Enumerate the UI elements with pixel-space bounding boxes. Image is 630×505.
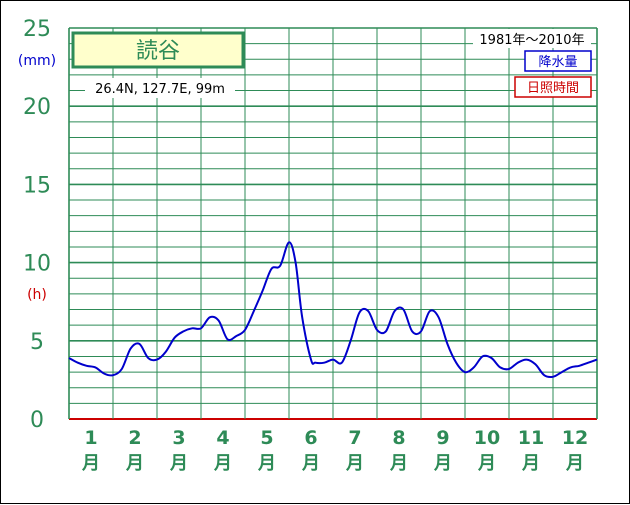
x-tick-month-number: 10 <box>474 427 500 449</box>
x-tick-month-suffix: 月 <box>213 453 232 474</box>
x-tick-month-suffix: 月 <box>345 453 364 474</box>
y-tick-label: 0 <box>30 408 44 433</box>
x-tick-month-number: 4 <box>216 427 229 449</box>
x-tick-month-suffix: 月 <box>301 453 320 474</box>
chart-title: 読谷 <box>136 39 180 64</box>
y-tick-label: 25 <box>23 17 51 42</box>
x-tick-month-number: 2 <box>128 427 141 449</box>
legend-precip-box <box>524 50 592 72</box>
x-tick-month-number: 3 <box>172 427 185 449</box>
x-tick-month-suffix: 月 <box>565 453 584 474</box>
x-tick-month-number: 8 <box>392 427 405 449</box>
location-bg <box>85 78 235 98</box>
x-tick-month-number: 11 <box>518 427 544 449</box>
x-tick-month-number: 6 <box>304 427 317 449</box>
x-tick-month-number: 12 <box>562 427 588 449</box>
legend-sun: 日照時間 <box>527 81 579 96</box>
period-label: 1981年〜2010年 <box>479 33 584 48</box>
y-unit-sun: (h) <box>27 287 47 303</box>
x-tick-month-suffix: 月 <box>169 453 188 474</box>
x-tick-month-number: 5 <box>260 427 273 449</box>
x-tick-month-suffix: 月 <box>125 453 144 474</box>
x-tick-month-suffix: 月 <box>389 453 408 474</box>
y-tick-label: 10 <box>23 252 51 277</box>
title-box <box>71 31 245 69</box>
x-tick-month-suffix: 月 <box>257 453 276 474</box>
x-tick-month-number: 9 <box>436 427 449 449</box>
y-tick-label: 15 <box>23 173 51 198</box>
x-tick-month-suffix: 月 <box>81 453 100 474</box>
grid <box>68 27 598 420</box>
x-tick-month-number: 7 <box>348 427 361 449</box>
x-tick-labels: 1 月 2 月 3 月 4 月 5 月 6 月 7 月 8 月 9 月 10 月 11 月 12 月 <box>81 427 588 474</box>
x-tick-month-suffix: 月 <box>477 453 496 474</box>
y-tick-label: 5 <box>30 330 44 355</box>
precipitation-line <box>68 241 598 379</box>
station-location: 26.4N, 127.7E, 99m <box>95 82 225 97</box>
period-bg <box>473 29 591 48</box>
legend-precip: 降水量 <box>538 55 577 70</box>
y-unit-precip: (mm) <box>18 53 56 69</box>
y-tick-label: 20 <box>23 95 51 120</box>
x-tick-month-number: 1 <box>84 427 97 449</box>
x-tick-month-suffix: 月 <box>433 453 452 474</box>
legend-sun-box <box>514 76 592 98</box>
x-tick-month-suffix: 月 <box>521 453 540 474</box>
y-tick-labels: 0 5 10 15 20 25 <box>23 17 51 433</box>
